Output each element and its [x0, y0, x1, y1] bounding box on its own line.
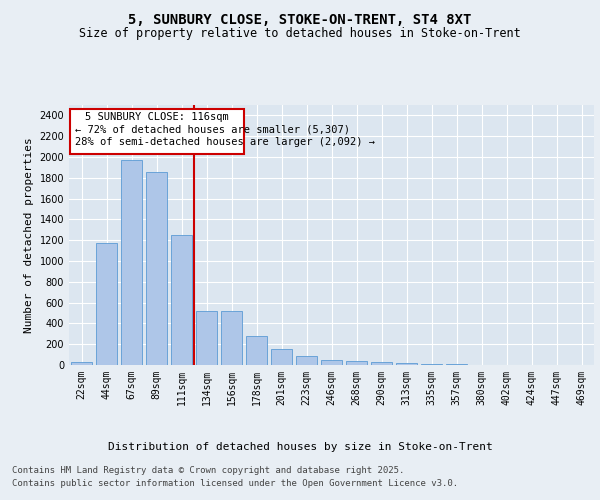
- Bar: [246, 336, 267, 365]
- Bar: [421, 364, 442, 365]
- Bar: [146, 172, 167, 365]
- Bar: [321, 360, 342, 365]
- Text: Contains public sector information licensed under the Open Government Licence v3: Contains public sector information licen…: [12, 478, 458, 488]
- Bar: [196, 311, 217, 365]
- Text: 5, SUNBURY CLOSE, STOKE-ON-TRENT, ST4 8XT: 5, SUNBURY CLOSE, STOKE-ON-TRENT, ST4 8X…: [128, 12, 472, 26]
- Text: 28% of semi-detached houses are larger (2,092) →: 28% of semi-detached houses are larger (…: [75, 136, 375, 146]
- Bar: [346, 361, 367, 365]
- Text: Size of property relative to detached houses in Stoke-on-Trent: Size of property relative to detached ho…: [79, 28, 521, 40]
- Text: Contains HM Land Registry data © Crown copyright and database right 2025.: Contains HM Land Registry data © Crown c…: [12, 466, 404, 475]
- Bar: [121, 160, 142, 365]
- Bar: [296, 356, 317, 365]
- Bar: [96, 244, 117, 365]
- Bar: [71, 362, 92, 365]
- Bar: [221, 311, 242, 365]
- Bar: [271, 349, 292, 365]
- Bar: [171, 235, 192, 365]
- Text: Distribution of detached houses by size in Stoke-on-Trent: Distribution of detached houses by size …: [107, 442, 493, 452]
- Bar: [396, 363, 417, 365]
- Text: ← 72% of detached houses are smaller (5,307): ← 72% of detached houses are smaller (5,…: [75, 124, 350, 134]
- Bar: [371, 362, 392, 365]
- Text: 5 SUNBURY CLOSE: 116sqm: 5 SUNBURY CLOSE: 116sqm: [85, 112, 229, 122]
- Y-axis label: Number of detached properties: Number of detached properties: [24, 137, 34, 333]
- Bar: [446, 364, 467, 365]
